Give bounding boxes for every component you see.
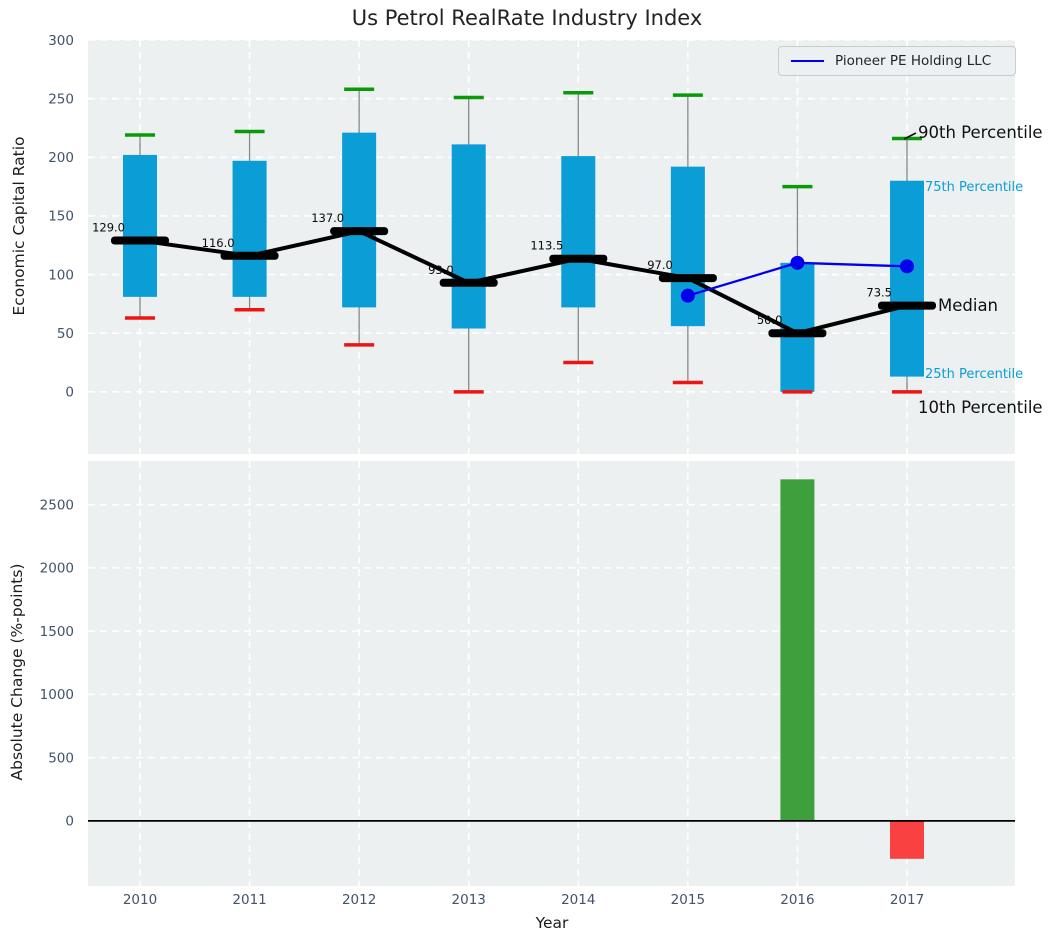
legend-line-sample (791, 60, 824, 62)
x-tick-label: 2013 (452, 892, 486, 908)
median-segment-2015 (658, 274, 717, 283)
median-value-label-2012: 137.0 (311, 211, 344, 225)
percentile-box-2012 (342, 132, 377, 308)
y-tick-label: 150 (48, 209, 74, 225)
median-value-label-2017: 73.5 (866, 286, 892, 300)
y-tick-label: 500 (48, 750, 74, 766)
percentile-box-2010 (123, 154, 157, 297)
median-segment-2012 (330, 227, 389, 236)
percentile-box-2017 (889, 180, 924, 377)
y-axis-label-bottom: Absolute Change (%-points) (8, 564, 26, 781)
legend-label: Pioneer PE Holding LLC (835, 53, 992, 69)
x-tick-label: 2012 (342, 892, 376, 908)
p90-annotation: 90th Percentile (918, 123, 1043, 142)
x-tick-label: 2011 (232, 892, 266, 908)
p75-annotation: 75th Percentile (925, 180, 1023, 195)
median-value-label-2015: 97.0 (647, 258, 673, 272)
y-tick-label: 300 (48, 33, 74, 49)
change-bar-2017 (889, 820, 924, 859)
y-tick-label: 200 (48, 150, 74, 166)
percentile-box-2013 (451, 144, 486, 329)
top-axes: 129.0 116.0 137.0 93.0 113.5 97.0 50.0 73.5 0 50 1… (48, 33, 1015, 454)
y-axis-label-top: Economic Capital Ratio (10, 136, 28, 315)
x-tick-label: 2015 (671, 892, 705, 908)
p25-annotation: 25th Percentile (925, 367, 1023, 382)
change-bar-2016 (780, 479, 815, 821)
bottom-axes: 0 500 1000 1500 2000 2500 2010 2011 2012 2013 2014… (40, 461, 1015, 908)
y-tick-label: 0 (65, 814, 74, 830)
median-segment-2013 (439, 278, 498, 287)
median-segment-2017 (877, 301, 936, 310)
median-segment-2014 (549, 254, 608, 263)
y-tick-label: 50 (57, 326, 74, 342)
y-tick-label: 2000 (40, 561, 74, 577)
median-segment-2011 (220, 251, 279, 260)
x-tick-label: 2016 (780, 892, 814, 908)
company-point (899, 259, 914, 274)
median-value-label-2013: 93.0 (428, 263, 454, 277)
bottom-axes-bg (88, 461, 1015, 886)
median-annotation: Median (938, 296, 998, 315)
legend: Pioneer PE Holding LLC (778, 46, 1016, 76)
company-point (680, 288, 695, 303)
p90-annotation-leader (903, 132, 917, 140)
x-axis-label: Year (535, 914, 569, 932)
median-value-label-2010: 129.0 (92, 221, 125, 235)
median-trend-line (139, 229, 908, 336)
y-tick-label: 0 (65, 385, 74, 401)
median-segment-2010 (111, 236, 169, 245)
y-tick-label: 2500 (40, 497, 74, 513)
y-tick-label: 1000 (40, 687, 74, 703)
median-segment-2016 (768, 329, 827, 338)
chart-title: Us Petrol RealRate Industry Index (351, 6, 703, 30)
x-tick-label: 2014 (561, 892, 595, 908)
company-point (790, 255, 805, 270)
y-tick-label: 250 (48, 91, 74, 107)
percentile-box-2011 (232, 160, 267, 297)
x-tick-label: 2017 (890, 892, 924, 908)
x-tick-label: 2010 (123, 892, 157, 908)
median-value-label-2011: 116.0 (202, 236, 235, 250)
median-value-label-2014: 113.5 (530, 239, 563, 253)
percentile-box-2014 (561, 156, 596, 308)
median-value-label-2016: 50.0 (757, 313, 783, 327)
y-tick-label: 100 (48, 267, 74, 283)
p10-annotation: 10th Percentile (918, 398, 1043, 417)
y-tick-label: 1500 (40, 624, 74, 640)
